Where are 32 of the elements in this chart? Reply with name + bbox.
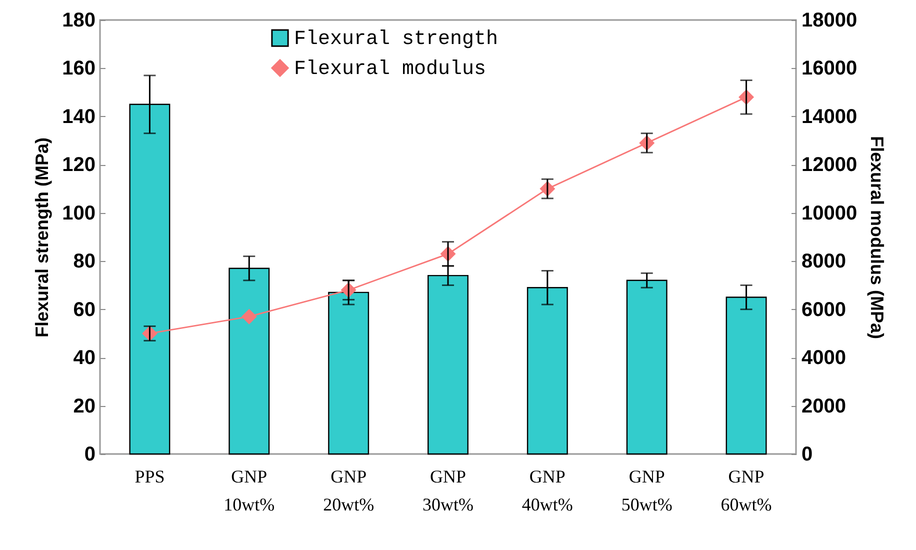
y2-tick-label: 16000 — [802, 58, 858, 80]
y-tick-label: 100 — [62, 202, 96, 224]
y2-tick-label: 2000 — [802, 395, 846, 418]
y2-tick-label: 18000 — [802, 10, 858, 32]
y2-tick-label: 10000 — [802, 202, 858, 224]
point — [241, 308, 257, 324]
y2-tick-label: 0 — [802, 444, 813, 466]
y-tick-label: 60 — [73, 298, 96, 321]
x-tick-label: GNP 50wt% — [621, 466, 672, 514]
y2-tick-label: 8000 — [802, 250, 846, 273]
legend-label: Flexural modulus — [294, 58, 486, 81]
x-tick-label: GNP 10wt% — [224, 466, 275, 514]
x-tick-label: GNP 30wt% — [422, 466, 474, 514]
y-axis-title: Flexural strength (MPa) — [32, 137, 52, 338]
y-tick-label: 120 — [62, 154, 96, 176]
x-tick-label: GNP 40wt% — [522, 466, 573, 514]
y2-tick-label: 14000 — [802, 106, 858, 128]
y-tick-label: 180 — [62, 10, 96, 32]
y-tick-label: 20 — [73, 395, 96, 418]
y-tick-label: 140 — [62, 106, 96, 128]
y2-axis-title: Flexural modulus (MPa) — [867, 136, 888, 340]
y2-tick-label: 12000 — [802, 154, 858, 176]
x-tick-label: GNP 20wt% — [323, 466, 374, 514]
y-tick-label: 80 — [73, 250, 96, 273]
legend-label: Flexural strength — [294, 28, 498, 51]
x-tick-label: GNP 60wt% — [720, 466, 772, 514]
y2-tick-label: 6000 — [802, 298, 846, 321]
x-tick-label: PPS — [134, 466, 165, 486]
y-tick-label: 40 — [73, 347, 96, 370]
y2-tick-label: 4000 — [802, 347, 846, 370]
y-tick-label: 160 — [62, 58, 96, 80]
y-tick-label: 0 — [84, 444, 96, 466]
